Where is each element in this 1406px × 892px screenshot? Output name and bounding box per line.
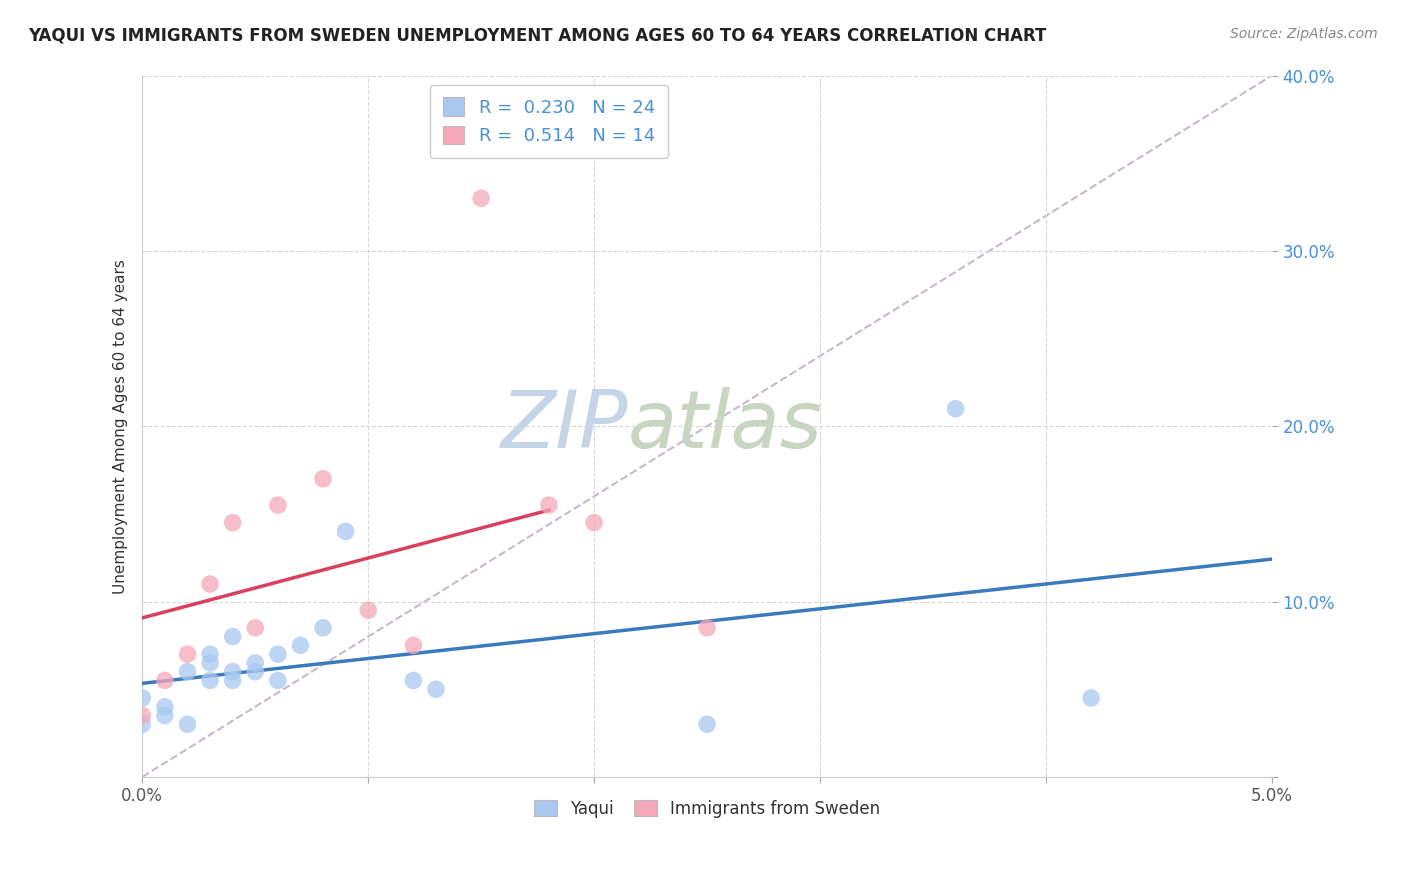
Point <box>357 603 380 617</box>
Point <box>153 673 176 688</box>
Point <box>176 717 198 731</box>
Point <box>198 577 221 591</box>
Point <box>402 639 425 653</box>
Text: ZIP: ZIP <box>501 387 628 466</box>
Point <box>945 401 967 416</box>
Legend: Yaqui, Immigrants from Sweden: Yaqui, Immigrants from Sweden <box>527 793 887 824</box>
Point <box>312 621 335 635</box>
Point <box>198 656 221 670</box>
Point <box>131 717 153 731</box>
Point <box>198 647 221 661</box>
Point <box>290 639 312 653</box>
Point <box>198 673 221 688</box>
Point <box>131 708 153 723</box>
Point <box>153 708 176 723</box>
Point <box>312 472 335 486</box>
Point <box>221 665 243 679</box>
Point <box>245 665 267 679</box>
Text: YAQUI VS IMMIGRANTS FROM SWEDEN UNEMPLOYMENT AMONG AGES 60 TO 64 YEARS CORRELATI: YAQUI VS IMMIGRANTS FROM SWEDEN UNEMPLOY… <box>28 27 1046 45</box>
Point <box>221 630 243 644</box>
Point <box>335 524 357 539</box>
Point <box>267 673 290 688</box>
Point <box>470 191 492 205</box>
Point <box>583 516 606 530</box>
Point <box>131 690 153 705</box>
Y-axis label: Unemployment Among Ages 60 to 64 years: Unemployment Among Ages 60 to 64 years <box>114 259 128 594</box>
Text: atlas: atlas <box>628 387 823 466</box>
Point <box>176 647 198 661</box>
Point <box>696 717 718 731</box>
Point <box>245 656 267 670</box>
Point <box>696 621 718 635</box>
Point <box>245 621 267 635</box>
Point <box>153 699 176 714</box>
Point <box>221 673 243 688</box>
Point <box>1080 690 1102 705</box>
Text: Source: ZipAtlas.com: Source: ZipAtlas.com <box>1230 27 1378 41</box>
Point <box>267 647 290 661</box>
Point <box>402 673 425 688</box>
Point <box>176 665 198 679</box>
Point <box>221 516 243 530</box>
Point <box>267 498 290 512</box>
Point <box>425 682 447 697</box>
Point <box>537 498 560 512</box>
